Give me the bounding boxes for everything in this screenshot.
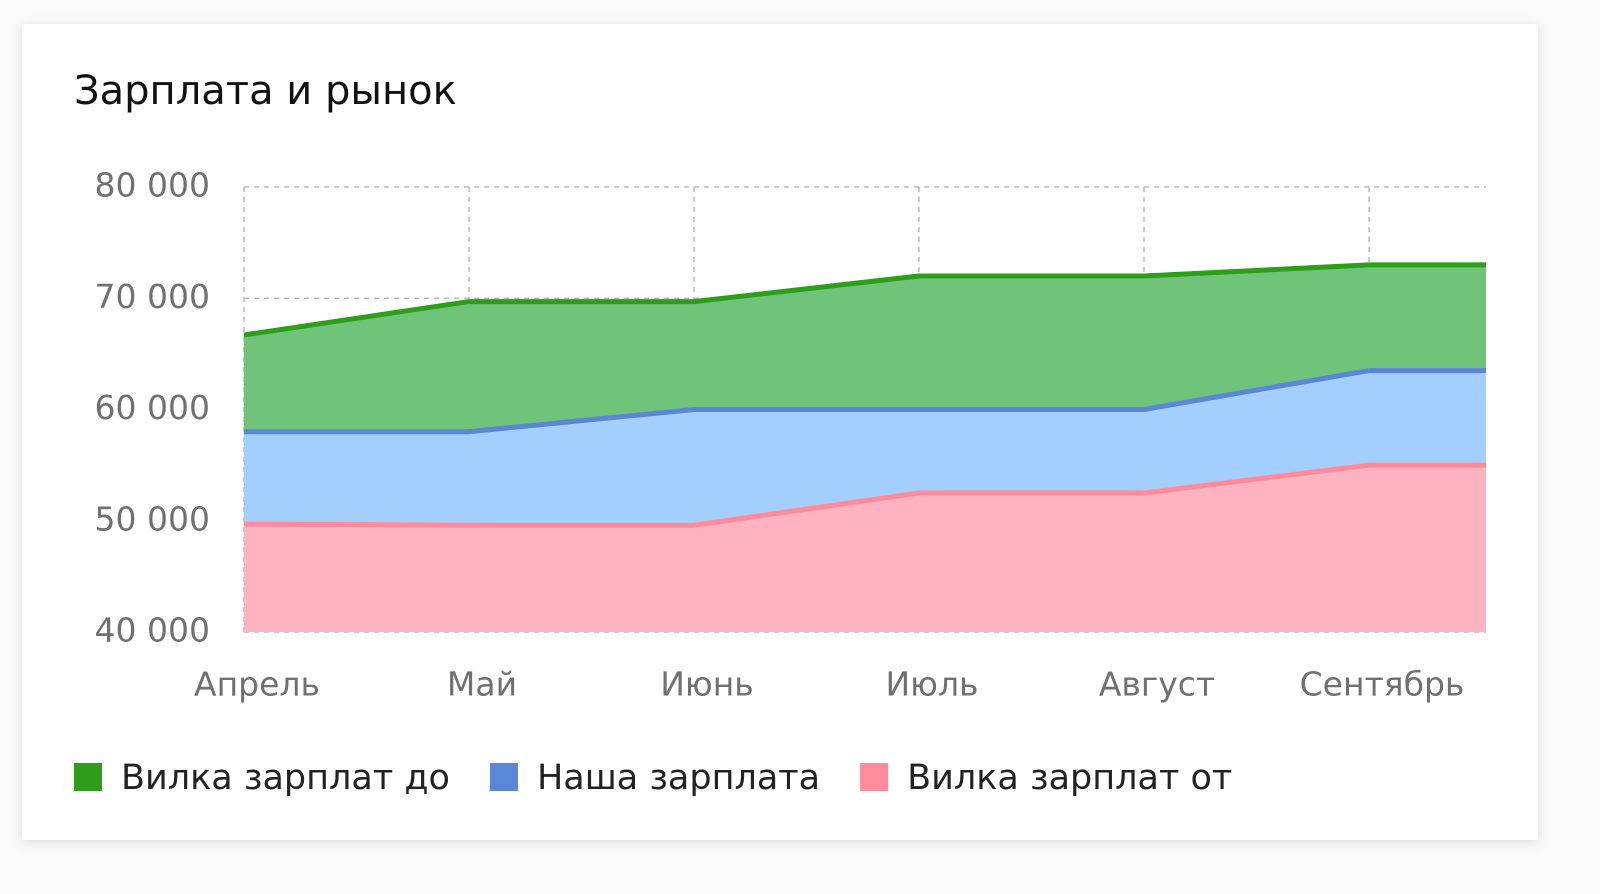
legend-label: Наша зарплата xyxy=(537,758,820,798)
y-tick-label: 60 000 xyxy=(95,388,210,427)
area xyxy=(244,465,1369,632)
legend-label: Вилка зарплат от xyxy=(907,758,1232,798)
line xyxy=(243,262,1370,338)
chart-title: Зарплата и рынок xyxy=(74,68,457,114)
x-tick-label: Май xyxy=(447,665,517,704)
x-tick-label: Сентябрь xyxy=(1300,665,1465,704)
y-tick-label: 70 000 xyxy=(95,277,210,316)
area-extension xyxy=(1369,465,1486,632)
x-tick-label: Июнь xyxy=(660,665,754,704)
y-tick-label: 80 000 xyxy=(95,166,210,205)
line xyxy=(244,368,1370,435)
line xyxy=(243,462,1370,528)
x-tick-label: Июль xyxy=(885,665,978,704)
x-tick-label: Август xyxy=(1099,665,1215,704)
legend-swatch xyxy=(860,763,889,791)
x-tick-label: Апрель xyxy=(194,665,320,704)
y-tick-label: 40 000 xyxy=(95,611,210,650)
legend-swatch xyxy=(489,763,518,791)
legend-label: Вилка зарплат до xyxy=(121,758,450,798)
y-tick-label: 50 000 xyxy=(95,499,210,538)
legend-swatch xyxy=(74,763,102,791)
